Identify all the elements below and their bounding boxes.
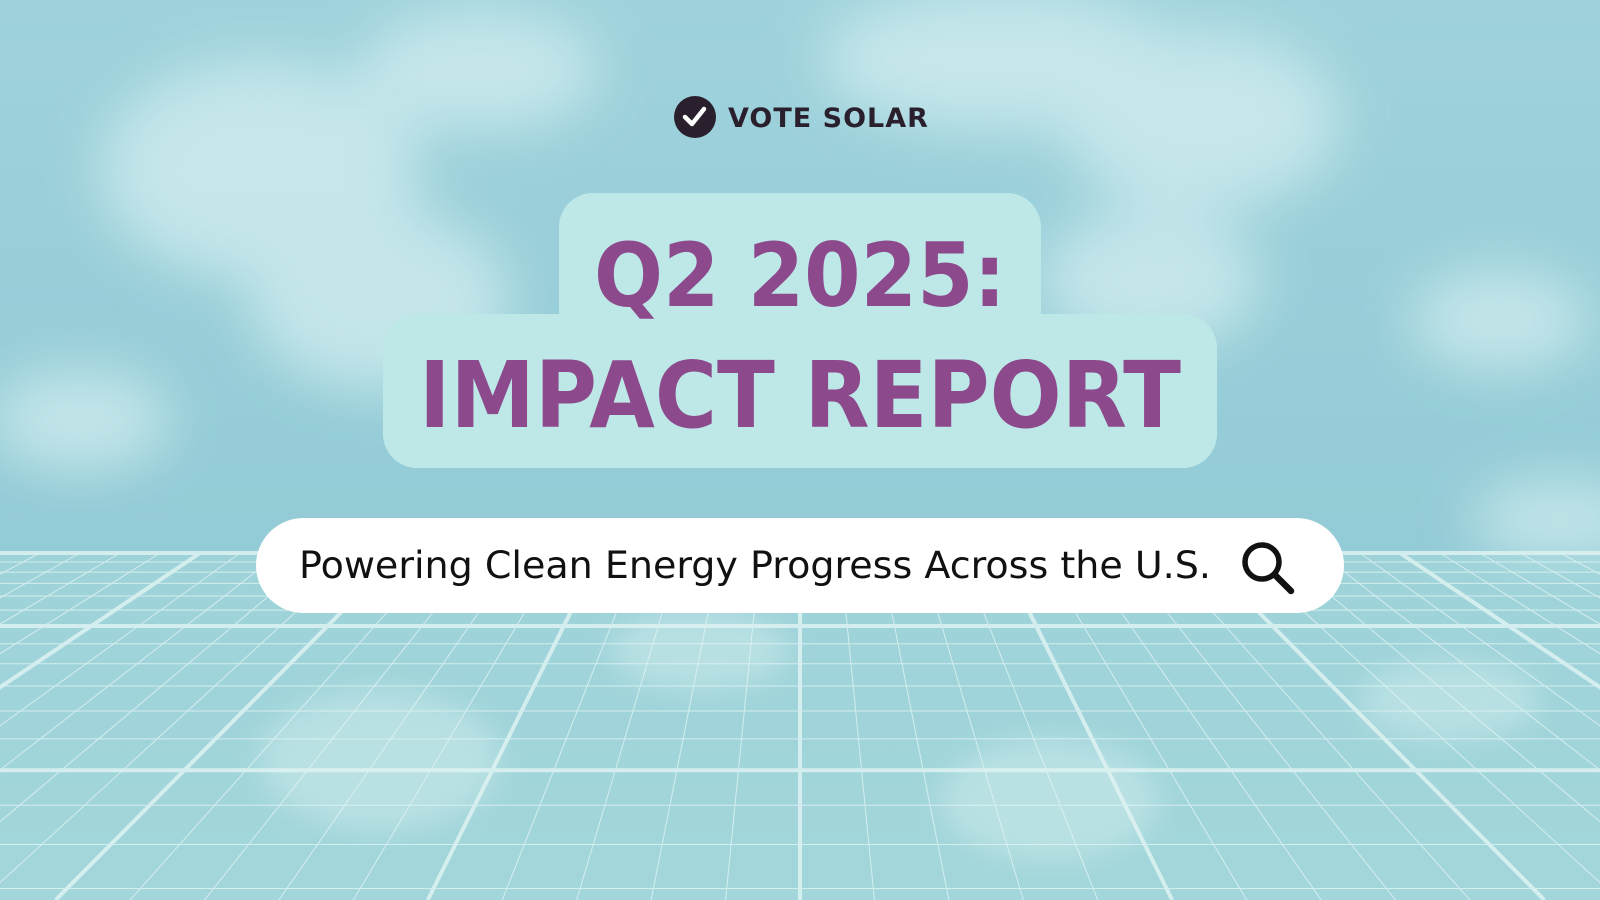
- logo: VOTE SOLAR: [674, 96, 929, 138]
- solar-panels: [0, 551, 1600, 900]
- brand-name: VOTE SOLAR: [728, 103, 929, 134]
- panel-line: [1479, 552, 1600, 625]
- panel-line: [0, 552, 321, 823]
- panel-line: [0, 551, 202, 690]
- title-box: Q2 2025: IMPACT REPORT: [383, 193, 1217, 468]
- panel-line: [0, 552, 241, 727]
- search-bar[interactable]: Powering Clean Energy Progress Across th…: [256, 518, 1344, 613]
- panel-line: [0, 552, 281, 771]
- search-icon[interactable]: [1242, 542, 1295, 595]
- panel-line: [1359, 552, 1600, 727]
- panel-line: [0, 552, 121, 625]
- panel-line: [1439, 552, 1600, 655]
- title-line-1: Q2 2025:: [594, 224, 1006, 327]
- panel-line: [1319, 552, 1600, 771]
- search-field[interactable]: [256, 518, 1344, 613]
- panel-line: [1279, 552, 1600, 823]
- search-text: Powering Clean Energy Progress Across th…: [299, 544, 1211, 587]
- panel-line: [0, 552, 161, 655]
- panel-line: [1398, 551, 1600, 690]
- title-line-2: IMPACT REPORT: [419, 342, 1181, 449]
